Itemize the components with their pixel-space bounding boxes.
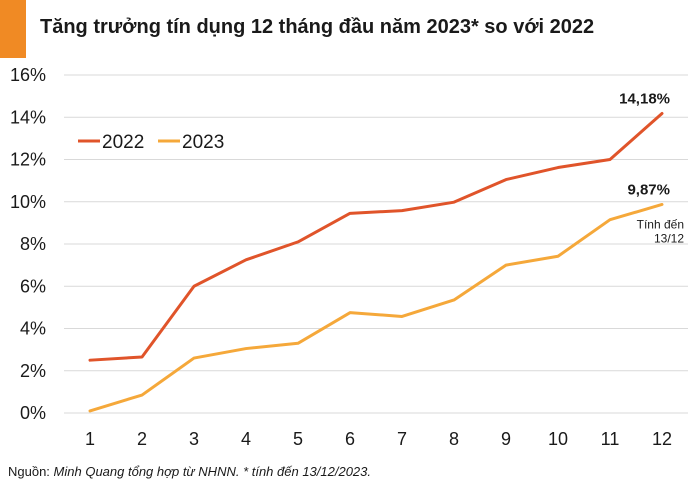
series-line-2023: [88, 202, 664, 413]
source-text: Minh Quang tổng hợp từ NHNN. * tính đến …: [53, 464, 372, 479]
series-line-2022: [88, 111, 664, 362]
y-tick-label: 2%: [20, 361, 46, 381]
x-tick-label: 1: [85, 429, 95, 449]
x-tick-label: 12: [652, 429, 672, 449]
y-tick-label: 12%: [10, 150, 46, 170]
y-tick-label: 16%: [10, 65, 46, 85]
end-note-2023: Tính đến: [637, 217, 684, 231]
y-tick-label: 0%: [20, 403, 46, 423]
source-prefix: Nguồn:: [8, 464, 54, 479]
x-tick-label: 2: [137, 429, 147, 449]
x-tick-label: 8: [449, 429, 459, 449]
end-value-label-2023: 9,87%: [627, 181, 670, 198]
y-tick-label: 6%: [20, 276, 46, 296]
legend-label-2023: 2023: [182, 132, 224, 153]
x-tick-label: 4: [241, 429, 251, 449]
x-tick-label: 3: [189, 429, 199, 449]
x-tick-label: 10: [548, 429, 568, 449]
title-accent-bar: [0, 0, 26, 58]
x-tick-label: 9: [501, 429, 511, 449]
y-tick-label: 14%: [10, 107, 46, 127]
legend-label-2022: 2022: [102, 132, 144, 153]
end-note-2023: 13/12: [654, 231, 684, 245]
y-tick-label: 10%: [10, 192, 46, 212]
x-tick-label: 11: [601, 429, 620, 449]
x-tick-label: 7: [397, 429, 407, 449]
chart-title: Tăng trưởng tín dụng 12 tháng đầu năm 20…: [40, 16, 595, 38]
x-tick-label: 5: [293, 429, 303, 449]
end-value-label-2022: 14,18%: [619, 90, 670, 107]
y-tick-label: 8%: [20, 234, 46, 254]
x-tick-label: 6: [345, 429, 355, 449]
source-footer: Nguồn: Minh Quang tổng hợp từ NHNN. * tí…: [8, 464, 371, 479]
y-tick-label: 4%: [20, 319, 46, 339]
